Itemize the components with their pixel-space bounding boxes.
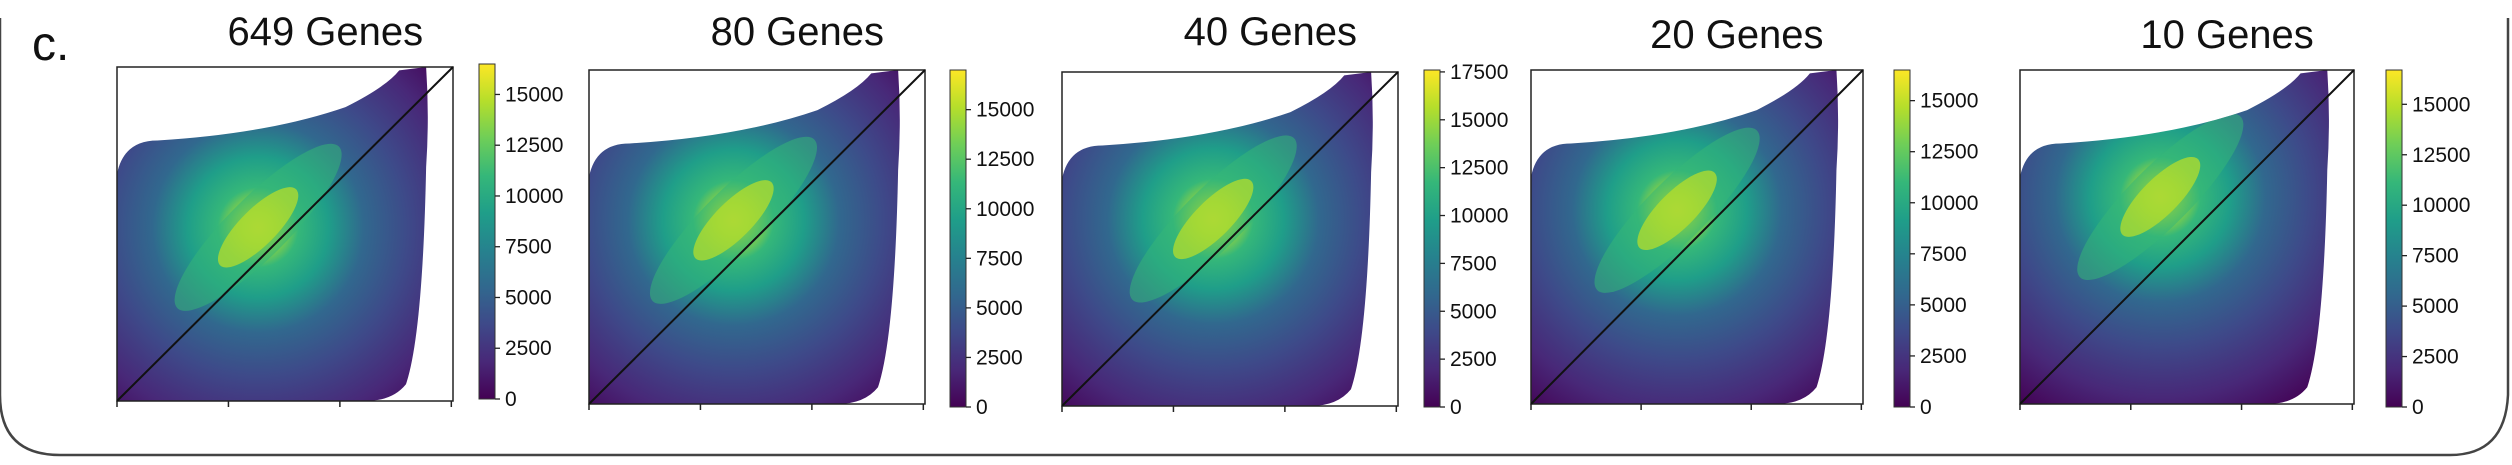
colorbar-tick-label: 5000: [2412, 295, 2459, 318]
colorbar-tick-label: 15000: [1920, 90, 1978, 113]
panel-5: 10 Genes 0 2500 5000 7500 10000 12500 15000: [2019, 13, 2470, 419]
colorbar-tick-label: 2500: [2412, 346, 2459, 369]
colorbar-tick-label: 2500: [1920, 345, 1967, 368]
colorbar-tick-label: 5000: [1920, 294, 1967, 317]
panel-label: c.: [32, 18, 69, 71]
colorbar-tick-label: 10000: [505, 185, 563, 208]
colorbar-tick-label: 7500: [505, 236, 552, 259]
colorbar-tick-label: 5000: [505, 286, 552, 309]
colorbar-tick-label: 7500: [2412, 245, 2459, 268]
identity-line: [2019, 69, 2355, 405]
plot-frame: [588, 69, 926, 405]
panel-title: 80 Genes: [711, 10, 884, 54]
colorbar-tick-label: 15000: [976, 99, 1034, 122]
identity-line: [116, 66, 454, 402]
plot-frame: [2019, 69, 2355, 405]
colorbar-tick-label: 12500: [505, 134, 563, 157]
colorbar-tick-label: 0: [1920, 396, 1932, 419]
colorbar-tick-label: 0: [2412, 396, 2424, 419]
colorbar-tick-label: 15000: [2412, 93, 2470, 116]
panel-1: 649 Genes 0 2500 5000 7500 10000 12500 15000: [116, 10, 563, 411]
colorbar-tick-label: 10000: [2412, 194, 2470, 217]
colorbar-tick-label: 0: [976, 396, 988, 419]
identity-line: [1530, 69, 1864, 405]
colorbar: [478, 63, 496, 400]
colorbar-tick-label: 2500: [1450, 348, 1497, 371]
colorbar-tick-label: 10000: [1450, 205, 1508, 228]
panel-title: 20 Genes: [1650, 13, 1823, 57]
colorbar-tick-label: 0: [505, 388, 517, 411]
panel-title: 40 Genes: [1184, 10, 1357, 54]
plot-frame: [1061, 71, 1399, 407]
colorbar: [1423, 69, 1441, 408]
panel-4: 20 Genes 0 2500 5000 7500 10000 12500 15000: [1530, 13, 1978, 419]
colorbar-tick-label: 12500: [1920, 141, 1978, 164]
colorbar-tick-label: 0: [1450, 396, 1462, 419]
colorbar-tick-label: 10000: [1920, 192, 1978, 215]
colorbar-tick-label: 17500: [1450, 61, 1508, 84]
colorbar-tick-label: 2500: [976, 346, 1023, 369]
colorbar-tick-label: 7500: [1920, 243, 1967, 266]
colorbar-tick-label: 7500: [1450, 252, 1497, 275]
plot-frame: [1530, 69, 1864, 405]
colorbar-tick-label: 5000: [976, 297, 1023, 320]
colorbar: [2385, 69, 2403, 408]
colorbar-tick-label: 2500: [505, 337, 552, 360]
colorbar: [1893, 69, 1911, 408]
figure-border: [0, 18, 2510, 457]
colorbar-tick-label: 12500: [976, 148, 1034, 171]
panel-2: 80 Genes 0 2500 5000 7500 10000 12500 15000: [588, 10, 1034, 419]
identity-line: [588, 69, 926, 405]
panel-title: 10 Genes: [2140, 13, 2313, 57]
panel-3: 40 Genes 0 2500 5000 7500 10000 12500 15000 1750…: [1061, 10, 1508, 419]
colorbar-tick-label: 7500: [976, 247, 1023, 270]
colorbar-tick-label: 5000: [1450, 300, 1497, 323]
colorbar: [949, 69, 967, 408]
colorbar-tick-label: 12500: [1450, 157, 1508, 180]
panel-title: 649 Genes: [227, 10, 423, 54]
colorbar-tick-label: 12500: [2412, 144, 2470, 167]
colorbar-tick-label: 15000: [505, 83, 563, 106]
plot-frame: [116, 66, 454, 402]
identity-line: [1061, 71, 1399, 407]
colorbar-tick-label: 15000: [1450, 109, 1508, 132]
colorbar-tick-label: 10000: [976, 198, 1034, 221]
